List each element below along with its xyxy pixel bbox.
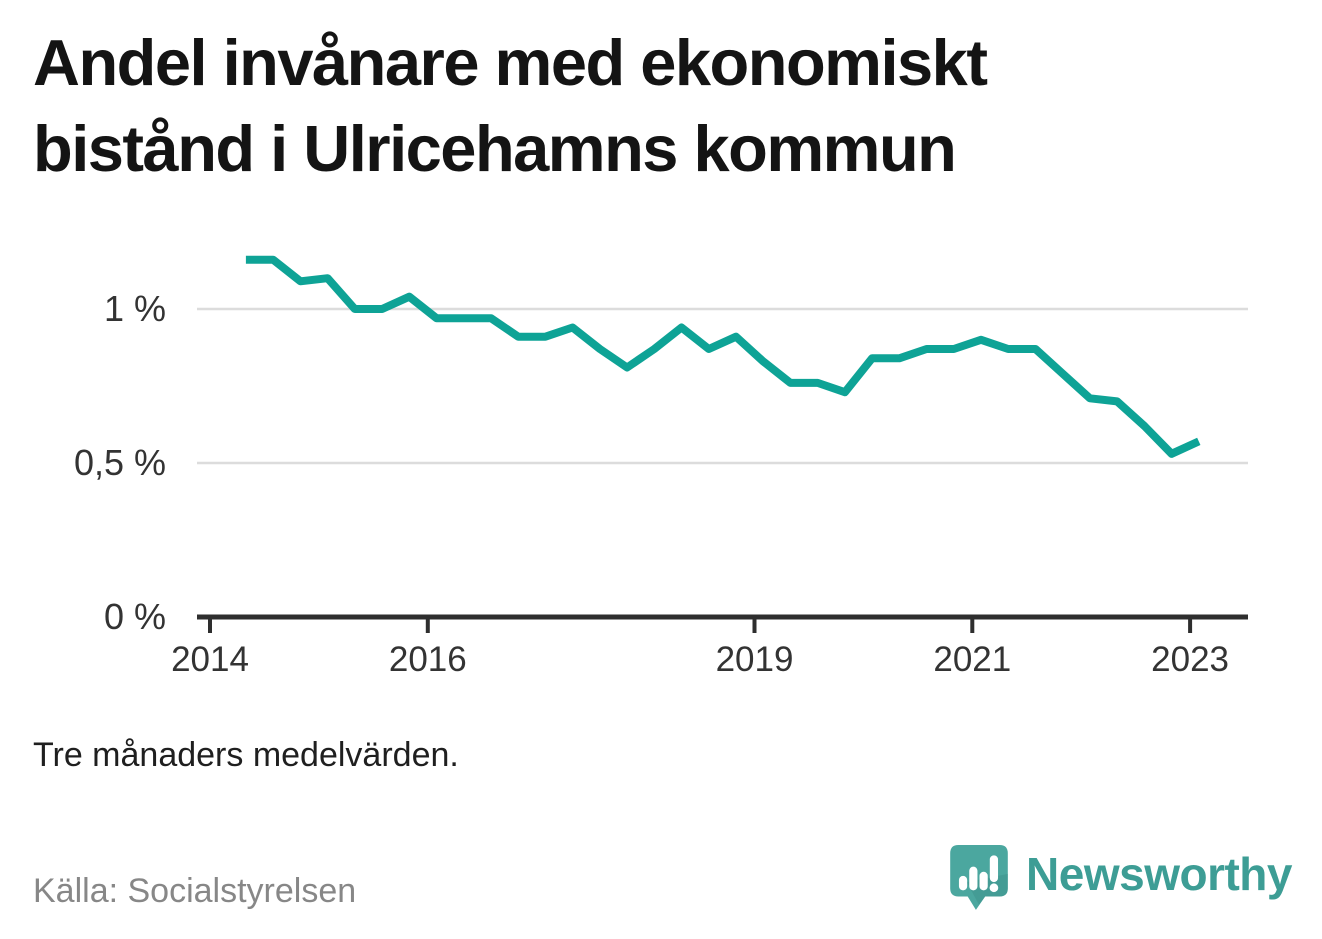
x-tick-label: 2016 bbox=[389, 640, 467, 679]
chart-footnote: Tre månaders medelvärden. bbox=[33, 736, 459, 774]
logo-exclamation-bar bbox=[989, 855, 999, 883]
newsworthy-logo: Newsworthy bbox=[948, 843, 1292, 915]
x-tick-label: 2019 bbox=[716, 640, 794, 679]
x-tick-label: 2023 bbox=[1151, 640, 1229, 679]
logo-bar-medium bbox=[979, 871, 988, 891]
y-tick-label: 0 % bbox=[104, 596, 166, 637]
logo-exclamation-dot bbox=[989, 883, 999, 893]
logo-bar-small bbox=[958, 875, 968, 891]
y-tick-label: 0,5 % bbox=[74, 442, 166, 483]
newsworthy-wordmark: Newsworthy bbox=[1026, 848, 1292, 900]
x-tick-label: 2021 bbox=[933, 640, 1011, 679]
newsworthy-logo-icon bbox=[950, 845, 1008, 910]
data-line-series bbox=[245, 255, 1201, 458]
chart-title-line1: Andel invånare med ekonomiskt bbox=[33, 26, 988, 99]
source-caption: Källa: Socialstyrelsen bbox=[33, 872, 357, 910]
x-tick-label: 2014 bbox=[171, 640, 249, 679]
logo-bar-tall bbox=[969, 866, 978, 891]
chart-title: Andel invånare med ekonomiskt bistånd i U… bbox=[33, 20, 1293, 192]
y-tick-label: 1 % bbox=[104, 288, 166, 329]
chart-title-line2: bistånd i Ulricehamns kommun bbox=[33, 112, 957, 185]
